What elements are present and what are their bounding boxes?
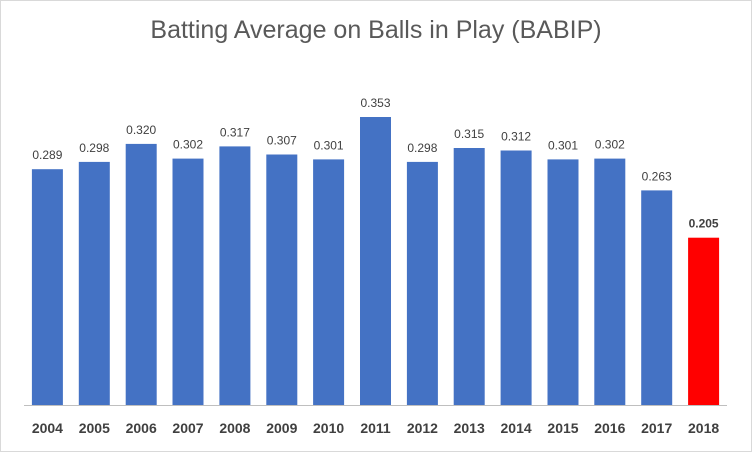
bars-group [31, 117, 720, 405]
data-label-2017: 0.263 [642, 169, 672, 183]
chart-title: Batting Average on Balls in Play (BABIP) [150, 16, 602, 44]
x-tick-label-2018: 2018 [688, 420, 719, 436]
x-tick-label-2017: 2017 [641, 420, 672, 436]
data-label-2015: 0.301 [548, 138, 578, 152]
x-tick-label-2010: 2010 [313, 420, 344, 436]
bar-2004 [31, 169, 63, 405]
x-tick-label-2016: 2016 [594, 420, 625, 436]
data-label-2009: 0.307 [267, 134, 297, 148]
data-label-2005: 0.298 [79, 141, 109, 155]
x-tick-label-2011: 2011 [360, 420, 391, 436]
data-label-2016: 0.302 [595, 138, 625, 152]
data-label-2010: 0.301 [314, 138, 344, 152]
x-tick-label-2005: 2005 [79, 420, 110, 436]
data-label-2013: 0.315 [454, 127, 484, 141]
bar-2005 [78, 161, 110, 405]
bar-2007 [172, 158, 204, 405]
data-label-2014: 0.312 [501, 130, 531, 144]
x-tick-label-2004: 2004 [32, 420, 63, 436]
data-label-2011: 0.353 [360, 96, 390, 110]
bar-2006 [125, 143, 157, 405]
x-tick-label-2015: 2015 [547, 420, 578, 436]
bar-2014 [500, 150, 532, 405]
bar-2017 [641, 190, 673, 405]
bar-2009 [266, 154, 298, 405]
x-tick-label-2014: 2014 [501, 420, 532, 436]
data-label-2008: 0.317 [220, 125, 250, 139]
x-tick-label-2007: 2007 [172, 420, 203, 436]
x-tick-label-2008: 2008 [219, 420, 250, 436]
data-label-2018: 0.205 [689, 217, 719, 231]
bar-2010 [313, 159, 345, 405]
data-label-2007: 0.302 [173, 138, 203, 152]
x-tick-label-2013: 2013 [454, 420, 485, 436]
bar-2018 [688, 237, 720, 405]
x-tick-label-2012: 2012 [407, 420, 438, 436]
bar-2016 [594, 158, 626, 405]
data-labels-group: 0.289 0.298 0.320 0.302 0.317 0.307 0.301 0.353… [32, 96, 719, 231]
bar-2008 [219, 146, 251, 405]
x-tick-labels-group: 2004 2005 2006 2007 2008 2009 2010 2011 2012 2013… [32, 420, 720, 436]
data-label-2006: 0.320 [126, 123, 156, 137]
bar-2011 [360, 117, 391, 405]
x-tick-label-2006: 2006 [126, 420, 157, 436]
bar-2013 [453, 148, 485, 405]
bar-2015 [547, 159, 579, 405]
bar-2012 [406, 161, 438, 405]
data-label-2012: 0.298 [407, 141, 437, 155]
data-label-2004: 0.289 [32, 148, 62, 162]
x-tick-label-2009: 2009 [266, 420, 297, 436]
